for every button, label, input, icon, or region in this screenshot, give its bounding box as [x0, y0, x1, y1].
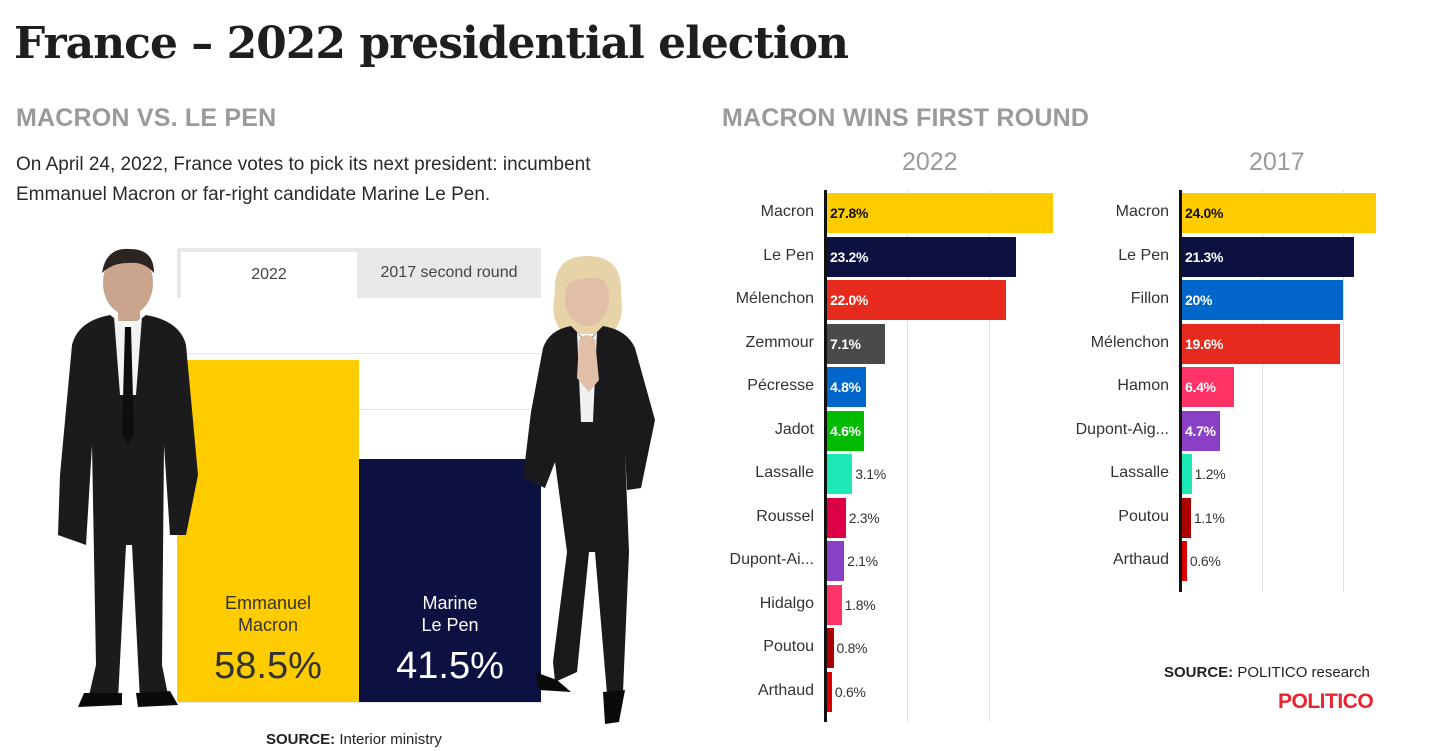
first-round-source-text: POLITICO research — [1237, 664, 1370, 681]
bar-poutou — [1182, 497, 1191, 538]
first-round-source-label: SOURCE: — [1164, 664, 1234, 681]
candidate-label-macron: Macron — [760, 203, 814, 220]
candidate-label-lassalle: Lassalle — [1110, 464, 1169, 481]
candidate-label-zemmour: Zemmour — [745, 333, 814, 351]
bar-value-melenchon: 19.6% — [1185, 335, 1224, 352]
chart-axis — [1179, 190, 1182, 592]
runoff-bar-label: Marine Le Pen — [421, 592, 479, 635]
bar-lassalle — [827, 454, 853, 494]
candidate-label-lassalle: Lassalle — [755, 464, 814, 481]
chart-gridline — [1262, 190, 1263, 592]
bar-le-pen — [1182, 236, 1354, 277]
candidate-label-dupont-aig: Dupont-Aig... — [1075, 420, 1169, 438]
bar-poutou — [827, 628, 834, 668]
chart-year-label: 2017 — [1249, 148, 1305, 176]
bar-hidalgo — [827, 584, 842, 625]
bar-roussel — [827, 497, 846, 538]
bar-value-le-pen: 23.2% — [830, 248, 869, 265]
chart-axis — [824, 190, 827, 722]
candidate-label-hidalgo: Hidalgo — [759, 594, 814, 612]
politico-logo: POLITICO — [1278, 690, 1374, 713]
bar-value-roussel: 2.3% — [848, 509, 880, 526]
candidate-label-macron: Macron — [1115, 203, 1169, 220]
runoff-source-label: SOURCE: — [266, 731, 336, 748]
bar-zemmour — [827, 323, 885, 364]
candidate-label-le-pen: Le Pen — [1118, 246, 1169, 264]
bar-value-hidalgo: 1.8% — [844, 596, 876, 613]
bar-value-dupont-aig: 4.7% — [1185, 422, 1216, 439]
candidate-label-fillon: Fillon — [1130, 290, 1169, 307]
runoff-heading: MACRON VS. LE PEN — [16, 104, 277, 132]
bar-value-pecresse: 4.8% — [830, 379, 861, 395]
candidate-label-arthaud: Arthaud — [1112, 551, 1169, 568]
tab-2017-label: 2017 second round — [380, 264, 518, 281]
runoff-baseline — [177, 702, 541, 703]
candidate-label-melenchon: Mélenchon — [1090, 333, 1169, 351]
runoff-bar-1: Marine Le Pen 41.5% — [359, 459, 541, 702]
bar-value-melenchon: 22.0% — [830, 292, 869, 308]
bar-value-poutou: 0.8% — [836, 640, 868, 656]
bar-arthaud — [827, 671, 832, 712]
bar-le-pen — [827, 236, 1016, 277]
bar-value-fillon: 20% — [1185, 292, 1213, 308]
chart-gridline — [1343, 190, 1344, 592]
runoff-intro: On April 24, 2022, France votes to pick … — [16, 154, 591, 205]
runoff-source: SOURCE: Interior ministry — [266, 731, 442, 748]
bar-value-dupont-ai: 2.1% — [847, 553, 878, 569]
bar-value-lassalle: 3.1% — [855, 466, 886, 482]
candidate-label-melenchon: Mélenchon — [735, 290, 814, 307]
tab-2017-second-round[interactable]: 2017 second round — [357, 248, 541, 298]
bar-value-lassalle: 1.2% — [1194, 466, 1226, 482]
candidate-label-dupont-ai: Dupont-Ai... — [729, 551, 814, 568]
bar-macron — [827, 193, 1054, 233]
candidate-label-poutou: Poutou — [1118, 507, 1169, 525]
macron-figure — [58, 248, 198, 707]
candidate-label-poutou: Poutou — [763, 638, 814, 655]
tab-2022-label: 2022 — [251, 266, 287, 283]
chart-gridline — [989, 190, 990, 722]
candidate-label-arthaud: Arthaud — [757, 681, 814, 699]
runoff-source-text: Interior ministry — [339, 731, 442, 748]
bar-value-poutou: 1.1% — [1193, 509, 1225, 526]
bar-lassalle — [1182, 454, 1192, 494]
bar-value-macron: 27.8% — [830, 205, 869, 221]
bar-hamon — [1182, 367, 1234, 407]
runoff-gridline — [177, 409, 541, 410]
bar-dupont-aig — [1182, 410, 1220, 451]
tab-2022[interactable]: 2022 — [177, 248, 357, 298]
runoff-bar-value: 41.5% — [396, 644, 504, 687]
chart-gridline — [907, 190, 908, 722]
candidate-label-le-pen: Le Pen — [763, 246, 814, 264]
page-title: France – 2022 presidential election — [14, 18, 849, 69]
bar-pecresse — [827, 367, 867, 407]
bar-fillon — [1182, 280, 1344, 320]
runoff-bar-value: 58.5% — [214, 645, 322, 687]
bar-value-arthaud: 0.6% — [834, 683, 866, 700]
bar-value-macron: 24.0% — [1185, 205, 1224, 221]
bar-jadot — [827, 410, 865, 451]
first-round-source: SOURCE: POLITICO research — [1164, 664, 1370, 681]
bar-value-arthaud: 0.6% — [1189, 553, 1221, 569]
candidate-label-jadot: Jadot — [774, 420, 814, 438]
runoff-bar-label: Emmanuel Macron — [224, 593, 312, 635]
runoff-bar-0: Emmanuel Macron 58.5% — [177, 360, 359, 702]
bar-value-le-pen: 21.3% — [1185, 248, 1224, 265]
candidate-label-roussel: Roussel — [756, 507, 814, 525]
first-round-heading: MACRON WINS FIRST ROUND — [722, 104, 1090, 132]
bar-value-hamon: 6.4% — [1185, 379, 1216, 395]
bar-value-jadot: 4.6% — [830, 422, 861, 439]
le-pen-figure — [523, 256, 655, 724]
chart-year-label: 2022 — [902, 148, 958, 176]
candidate-label-hamon: Hamon — [1117, 377, 1169, 394]
runoff-gridline — [177, 353, 541, 354]
bar-dupont-ai — [827, 541, 845, 581]
bar-value-zemmour: 7.1% — [830, 335, 861, 352]
bar-melenchon — [827, 280, 1007, 320]
candidate-label-pecresse: Pécresse — [747, 377, 814, 394]
bar-macron — [1182, 193, 1376, 233]
bar-melenchon — [1182, 323, 1341, 364]
bar-arthaud — [1182, 541, 1187, 581]
